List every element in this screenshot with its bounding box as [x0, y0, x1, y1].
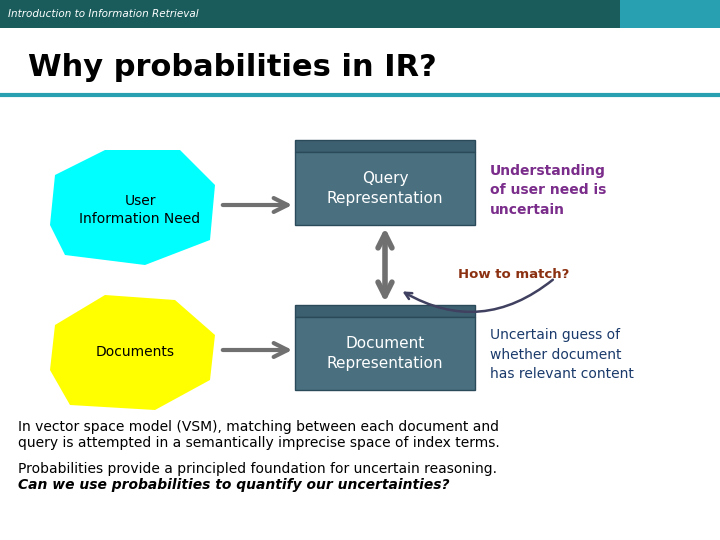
- Text: Can we use probabilities to quantify our uncertainties?: Can we use probabilities to quantify our…: [18, 478, 449, 492]
- Text: Probabilities provide a principled foundation for uncertain reasoning.: Probabilities provide a principled found…: [18, 462, 497, 476]
- Text: query is attempted in a semantically imprecise space of index terms.: query is attempted in a semantically imp…: [18, 436, 500, 450]
- Bar: [295, 317, 475, 390]
- Polygon shape: [50, 295, 215, 410]
- Text: Document
Representation: Document Representation: [327, 336, 444, 371]
- Text: How to match?: How to match?: [458, 268, 570, 281]
- Text: In vector space model (VSM), matching between each document and: In vector space model (VSM), matching be…: [18, 420, 499, 434]
- Text: Introduction to Information Retrieval: Introduction to Information Retrieval: [8, 9, 199, 19]
- Text: Why probabilities in IR?: Why probabilities in IR?: [28, 53, 437, 83]
- Text: Documents: Documents: [96, 345, 174, 359]
- Bar: [295, 305, 475, 317]
- FancyArrowPatch shape: [405, 280, 553, 312]
- Bar: [295, 152, 475, 225]
- Text: Query
Representation: Query Representation: [327, 171, 444, 206]
- Bar: [620, 0, 720, 28]
- Bar: [295, 140, 475, 152]
- Text: User
Information Need: User Information Need: [79, 194, 201, 226]
- Text: Uncertain guess of
whether document
has relevant content: Uncertain guess of whether document has …: [490, 328, 634, 381]
- Bar: [0, 0, 620, 28]
- Polygon shape: [50, 150, 215, 265]
- Text: Understanding
of user need is
uncertain: Understanding of user need is uncertain: [490, 164, 606, 217]
